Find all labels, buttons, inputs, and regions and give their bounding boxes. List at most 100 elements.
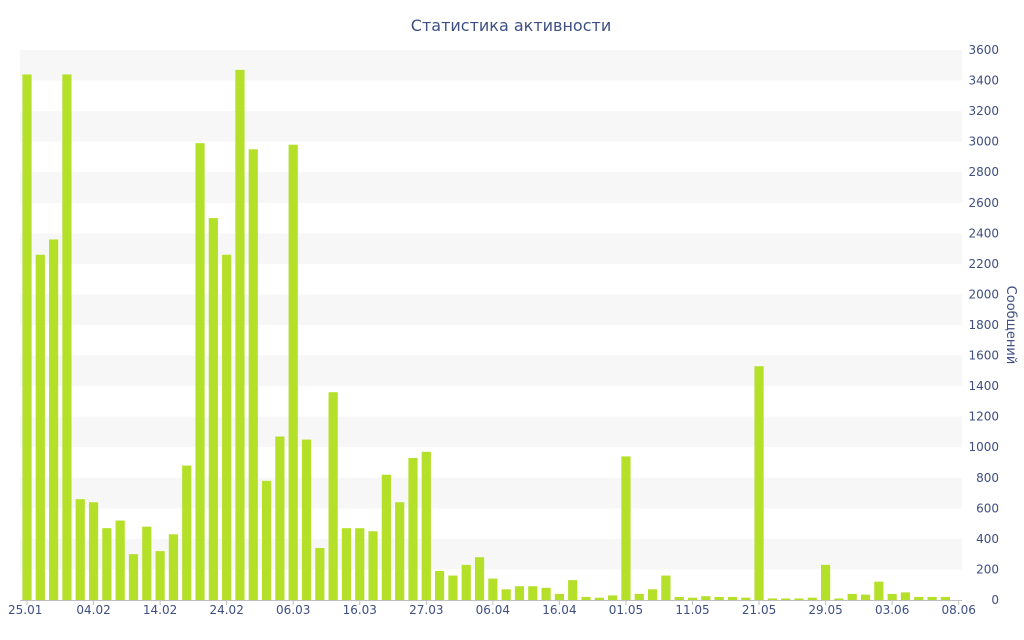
grid-band (20, 355, 962, 387)
bar (741, 597, 751, 600)
bar (421, 451, 431, 600)
bar (701, 596, 711, 600)
x-tick-label: 04.02 (76, 603, 110, 617)
y-axis-label: Сообщений (1003, 286, 1018, 365)
y-tick-label: 1200 (968, 410, 999, 424)
bar (541, 587, 551, 600)
bar (581, 596, 591, 600)
x-tick-label: 25.01 (8, 603, 42, 617)
bar (661, 575, 671, 600)
bar (288, 144, 298, 600)
bar (528, 586, 538, 600)
bar (408, 457, 418, 600)
bar (807, 597, 817, 600)
bar (155, 551, 165, 600)
bar (554, 593, 564, 600)
bar (328, 392, 338, 600)
bar (834, 598, 844, 600)
bar (75, 499, 85, 600)
bar (568, 580, 578, 600)
bar (341, 528, 352, 600)
bar (727, 596, 738, 600)
y-tick-label: 1600 (968, 349, 999, 363)
bar (714, 596, 724, 600)
bar (102, 528, 112, 600)
bar (621, 456, 631, 600)
bar (235, 69, 245, 601)
bar (794, 598, 804, 600)
bar (900, 592, 911, 600)
grid-band (20, 233, 962, 264)
y-tick-label: 2800 (968, 165, 999, 179)
x-tick-label: 06.03 (276, 603, 310, 617)
y-tick-label: 600 (976, 501, 999, 515)
y-tick-label: 2600 (968, 196, 999, 210)
bar (448, 575, 458, 600)
x-tick-label: 29.05 (808, 603, 842, 617)
x-tick-label: 06.04 (476, 603, 510, 617)
y-tick-label: 2000 (968, 287, 999, 301)
bar (914, 596, 924, 600)
grid-bands (20, 50, 962, 570)
bar (88, 502, 99, 600)
bar (315, 548, 325, 600)
bar (368, 531, 378, 600)
bar (395, 502, 405, 600)
bar (874, 581, 884, 600)
bar (474, 557, 485, 600)
bar (940, 596, 950, 600)
grid-band (20, 172, 962, 203)
bar (608, 595, 618, 600)
bar (381, 474, 391, 600)
bar (488, 578, 498, 600)
bar (461, 564, 471, 600)
bar (781, 598, 791, 600)
bar (261, 480, 272, 600)
x-tick-label: 11.05 (675, 603, 709, 617)
bar (22, 74, 32, 600)
bar (687, 597, 698, 600)
y-tick-label: 3000 (968, 135, 999, 149)
y-tick-label: 1800 (968, 318, 999, 332)
y-tick-label: 1000 (968, 440, 999, 454)
chart-title: Статистика активности (411, 16, 611, 35)
bar (594, 597, 604, 600)
x-tick-label: 03.06 (875, 603, 909, 617)
bar (142, 526, 152, 600)
x-axis-ticks: 25.01 04.02 14.02 24.02 06.03 16.03 27.03 06.04… (8, 600, 976, 617)
x-tick-label: 16.04 (542, 603, 576, 617)
grid-band (20, 477, 962, 509)
x-tick-label: 08.06 (942, 603, 976, 617)
grid-band (20, 294, 962, 325)
x-tick-label: 24.02 (209, 603, 243, 617)
y-tick-label: 200 (976, 562, 999, 576)
x-tick-label: 27.03 (409, 603, 443, 617)
x-tick-label: 14.02 (143, 603, 177, 617)
y-tick-label: 1400 (968, 379, 999, 393)
bar (195, 143, 205, 600)
bar (927, 596, 937, 600)
bar (275, 436, 285, 600)
bar (208, 218, 218, 600)
bar (115, 520, 125, 600)
bar (860, 594, 871, 600)
x-tick-label: 21.05 (742, 603, 776, 617)
grid-band (20, 416, 962, 448)
bar (35, 254, 45, 600)
bar (248, 149, 258, 600)
bar (355, 528, 365, 600)
bar (128, 554, 139, 600)
y-tick-label: 3200 (968, 104, 999, 118)
grid-band (20, 50, 962, 81)
y-tick-label: 400 (976, 532, 999, 546)
bar (514, 586, 525, 600)
bar (222, 254, 232, 600)
y-tick-label: 2400 (968, 226, 999, 240)
y-tick-label: 3600 (968, 43, 999, 57)
bar (435, 570, 445, 600)
bar-series (22, 69, 950, 601)
bar (821, 564, 831, 600)
bar (887, 593, 897, 600)
